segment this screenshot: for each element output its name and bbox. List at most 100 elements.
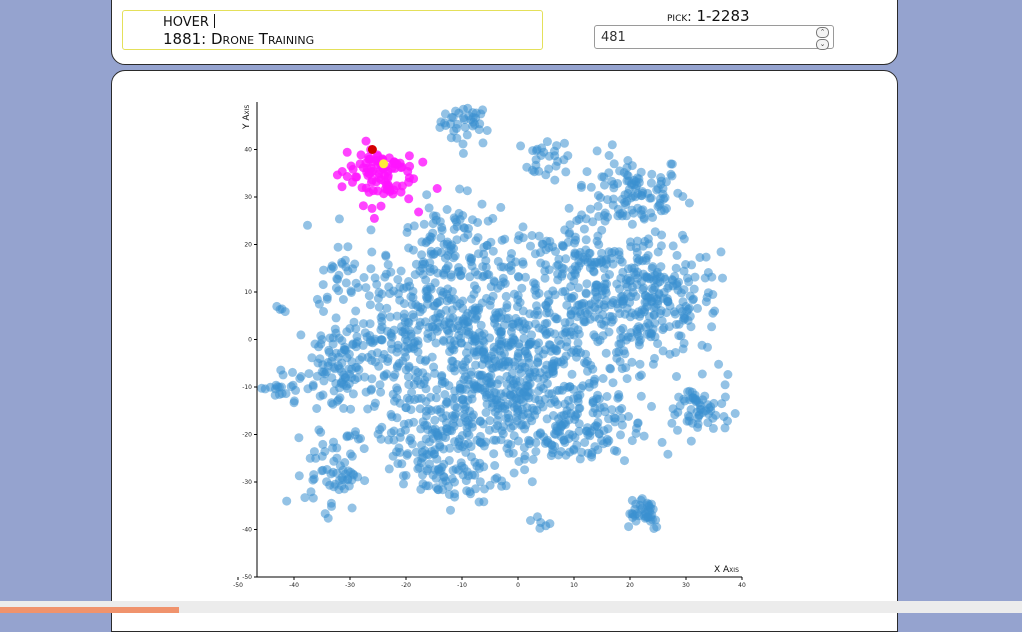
- data-point[interactable]: [481, 262, 491, 272]
- data-point[interactable]: [453, 324, 462, 334]
- data-point[interactable]: [367, 374, 377, 384]
- data-point[interactable]: [312, 294, 322, 304]
- data-point[interactable]: [474, 463, 484, 473]
- data-point[interactable]: [518, 306, 528, 316]
- data-point[interactable]: [653, 339, 663, 349]
- data-point[interactable]: [635, 359, 645, 369]
- data-point[interactable]: [418, 368, 428, 378]
- data-point[interactable]: [375, 380, 385, 390]
- data-point[interactable]: [542, 414, 552, 424]
- data-point[interactable]: [483, 216, 493, 226]
- data-point[interactable]: [306, 487, 316, 497]
- data-point[interactable]: [318, 390, 328, 400]
- data-point[interactable]: [449, 253, 458, 263]
- data-point[interactable]: [387, 412, 397, 422]
- data-point[interactable]: [426, 392, 435, 402]
- selected-cluster-point[interactable]: [342, 172, 352, 181]
- data-point[interactable]: [550, 397, 560, 407]
- selected-cluster-point[interactable]: [373, 186, 383, 196]
- data-point[interactable]: [695, 253, 705, 262]
- data-point[interactable]: [359, 444, 369, 454]
- data-point[interactable]: [309, 447, 319, 457]
- data-point[interactable]: [477, 199, 487, 209]
- data-point[interactable]: [420, 375, 430, 385]
- data-point[interactable]: [409, 380, 419, 389]
- data-point[interactable]: [639, 431, 649, 441]
- data-point[interactable]: [602, 259, 611, 269]
- data-point[interactable]: [629, 175, 639, 185]
- data-point[interactable]: [322, 294, 332, 304]
- data-point[interactable]: [458, 139, 468, 149]
- data-point[interactable]: [658, 184, 668, 194]
- data-point[interactable]: [478, 419, 488, 429]
- data-point[interactable]: [692, 407, 702, 417]
- data-point[interactable]: [481, 256, 491, 266]
- data-point[interactable]: [365, 319, 375, 329]
- data-point[interactable]: [423, 333, 433, 343]
- data-point[interactable]: [461, 476, 471, 486]
- data-point[interactable]: [506, 254, 516, 264]
- data-point[interactable]: [492, 344, 502, 354]
- data-point[interactable]: [411, 300, 421, 309]
- data-point[interactable]: [631, 499, 641, 509]
- data-point[interactable]: [624, 412, 633, 421]
- data-point[interactable]: [621, 200, 631, 210]
- data-point[interactable]: [277, 382, 286, 392]
- data-point[interactable]: [322, 465, 332, 474]
- data-point[interactable]: [614, 392, 624, 402]
- data-point[interactable]: [646, 208, 656, 218]
- data-point[interactable]: [520, 465, 530, 475]
- data-point[interactable]: [566, 347, 576, 357]
- data-point[interactable]: [672, 372, 681, 381]
- data-point[interactable]: [475, 437, 485, 447]
- selected-cluster-point[interactable]: [342, 147, 352, 157]
- data-point[interactable]: [643, 251, 653, 260]
- data-point[interactable]: [466, 370, 476, 380]
- data-point[interactable]: [720, 423, 730, 433]
- data-point[interactable]: [581, 235, 591, 245]
- data-point[interactable]: [588, 217, 598, 227]
- data-point[interactable]: [463, 103, 473, 113]
- hovered-point[interactable]: [367, 145, 377, 154]
- data-point[interactable]: [679, 311, 689, 321]
- data-point[interactable]: [334, 270, 344, 280]
- data-point[interactable]: [272, 301, 282, 311]
- data-point[interactable]: [481, 393, 491, 402]
- data-point[interactable]: [324, 347, 334, 357]
- data-point[interactable]: [384, 464, 394, 474]
- data-point[interactable]: [550, 329, 560, 339]
- data-point[interactable]: [349, 317, 359, 327]
- data-point[interactable]: [307, 353, 317, 363]
- data-point[interactable]: [499, 349, 509, 359]
- data-point[interactable]: [527, 231, 537, 240]
- data-point[interactable]: [428, 425, 438, 435]
- data-point[interactable]: [657, 230, 667, 240]
- data-point[interactable]: [714, 359, 724, 369]
- data-point[interactable]: [528, 403, 537, 413]
- data-point[interactable]: [338, 295, 348, 304]
- data-point[interactable]: [334, 286, 344, 296]
- selected-cluster-point[interactable]: [371, 177, 381, 187]
- data-point[interactable]: [407, 388, 417, 397]
- data-point[interactable]: [689, 284, 699, 294]
- data-point[interactable]: [446, 295, 456, 305]
- data-point[interactable]: [551, 421, 560, 431]
- data-point[interactable]: [490, 474, 500, 484]
- data-point[interactable]: [350, 430, 360, 440]
- data-point[interactable]: [331, 379, 341, 388]
- selected-cluster-point[interactable]: [371, 155, 381, 165]
- data-point[interactable]: [366, 264, 376, 274]
- data-point[interactable]: [280, 307, 290, 317]
- data-point[interactable]: [274, 389, 284, 399]
- data-point[interactable]: [402, 227, 412, 237]
- data-point[interactable]: [566, 408, 576, 418]
- selected-cluster-point[interactable]: [346, 161, 356, 171]
- data-point[interactable]: [390, 370, 400, 380]
- data-point[interactable]: [413, 394, 423, 403]
- data-point[interactable]: [616, 430, 625, 440]
- data-point[interactable]: [687, 260, 697, 270]
- data-point[interactable]: [560, 328, 570, 338]
- data-point[interactable]: [319, 265, 329, 275]
- data-point[interactable]: [465, 406, 475, 416]
- data-point[interactable]: [495, 401, 505, 411]
